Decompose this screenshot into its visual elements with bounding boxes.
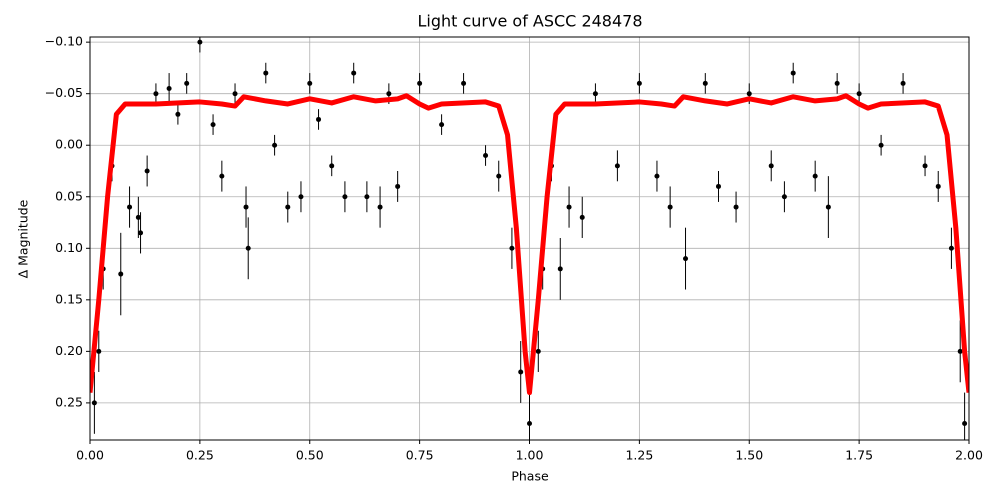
data-point: [118, 271, 124, 277]
data-point: [702, 80, 708, 86]
x-tick-label: 0.75: [406, 448, 434, 463]
data-point: [386, 91, 392, 97]
data-point: [518, 369, 524, 375]
data-point: [878, 142, 884, 148]
x-tick-label: 1.25: [625, 448, 653, 463]
data-point: [377, 204, 383, 210]
y-tick-label: 0.25: [55, 394, 83, 409]
data-point: [439, 122, 445, 128]
data-point: [935, 183, 941, 189]
data-point: [197, 39, 203, 45]
data-point: [948, 245, 954, 251]
data-point: [592, 91, 598, 97]
data-point: [96, 348, 102, 354]
data-point: [127, 204, 133, 210]
y-axis-label: Δ Magnitude: [16, 199, 31, 278]
x-tick-label: 0.50: [296, 448, 324, 463]
y-tick-label: −0.10: [45, 34, 83, 49]
y-tick-label: 0.10: [55, 240, 83, 255]
y-tick-label: 0.00: [55, 137, 83, 152]
data-point: [138, 230, 144, 236]
data-point: [175, 111, 181, 117]
data-point: [746, 91, 752, 97]
data-point: [856, 91, 862, 97]
data-point: [654, 173, 660, 179]
data-point: [329, 163, 335, 169]
data-point: [790, 70, 796, 76]
data-point: [342, 194, 348, 200]
data-point: [417, 80, 423, 86]
data-point: [496, 173, 502, 179]
chart-title: Light curve of ASCC 248478: [417, 12, 642, 31]
data-point: [243, 204, 249, 210]
y-tick-label: −0.05: [45, 85, 83, 100]
data-point: [316, 116, 322, 122]
data-point: [232, 91, 238, 97]
data-point: [957, 348, 963, 354]
data-point: [557, 266, 563, 272]
data-point: [483, 153, 489, 159]
data-point: [166, 86, 172, 92]
data-point: [461, 80, 467, 86]
x-tick-label: 0.00: [76, 448, 104, 463]
data-point: [245, 245, 251, 251]
data-point: [364, 194, 370, 200]
data-point: [834, 80, 840, 86]
data-point: [683, 256, 689, 262]
data-point: [566, 204, 572, 210]
data-point: [144, 168, 150, 174]
data-point: [263, 70, 269, 76]
data-point: [298, 194, 304, 200]
data-point: [135, 214, 141, 220]
data-point: [812, 173, 818, 179]
y-tick-label: 0.05: [55, 188, 83, 203]
data-point: [351, 70, 357, 76]
y-tick-label: 0.20: [55, 343, 83, 358]
plot-frame: [89, 36, 970, 441]
data-point: [825, 204, 831, 210]
data-point: [285, 204, 291, 210]
x-tick-label: 1.00: [516, 448, 544, 463]
data-point: [509, 245, 515, 251]
data-point: [900, 80, 906, 86]
data-point: [307, 80, 313, 86]
data-point: [579, 214, 585, 220]
data-point: [768, 163, 774, 169]
x-tick-label: 2.00: [955, 448, 983, 463]
x-tick-label: 0.25: [186, 448, 214, 463]
data-point: [614, 163, 620, 169]
data-point: [667, 204, 673, 210]
data-point: [733, 204, 739, 210]
data-point: [922, 163, 928, 169]
x-tick-label: 1.50: [735, 448, 763, 463]
data-point: [219, 173, 225, 179]
x-tick-label: 1.75: [845, 448, 873, 463]
data-point: [636, 80, 642, 86]
data-point: [962, 421, 968, 427]
x-axis-label: Phase: [511, 469, 549, 484]
model-line: [90, 93, 969, 396]
data-point: [527, 421, 532, 427]
data-point: [395, 183, 401, 189]
data-point: [91, 400, 97, 406]
data-point: [184, 80, 190, 86]
data-point: [535, 348, 541, 354]
data-point: [210, 122, 216, 128]
data-point: [781, 194, 787, 200]
y-tick-label: 0.15: [55, 291, 83, 306]
data-point: [715, 183, 721, 189]
data-point: [272, 142, 278, 148]
data-point: [153, 91, 159, 97]
